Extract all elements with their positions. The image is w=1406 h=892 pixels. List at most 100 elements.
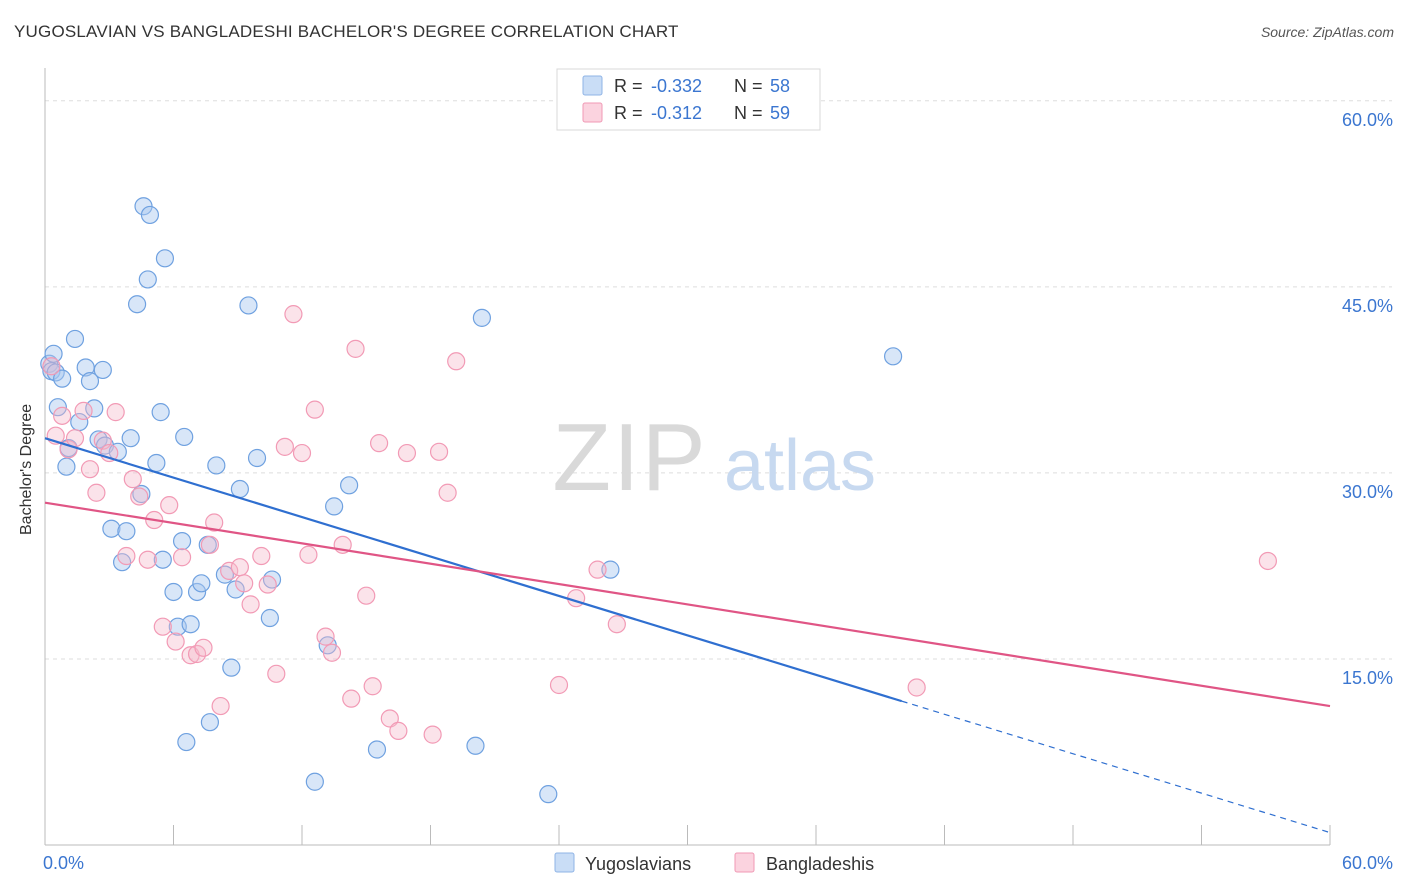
chart-title: YUGOSLAVIAN VS BANGLADESHI BACHELOR'S DE… [14,22,679,41]
data-point-bangladeshis [172,548,192,567]
data-point-yugoslavians [65,329,85,349]
legend-n-value: 58 [770,76,790,96]
data-point-yugoslavians [192,574,211,593]
data-point-bangladeshis [1258,551,1277,571]
data-point-yugoslavians [53,369,72,388]
data-point-bangladeshis [138,550,157,569]
data-point-bangladeshis [200,535,220,554]
bottom-legend-label-yugoslavians: Yugoslavians [585,854,691,874]
legend-n-value: 59 [770,103,790,123]
trend-lines [44,437,1331,834]
data-point-bangladeshis [370,434,389,453]
data-point-bangladeshis [153,617,172,636]
data-point-bangladeshis [447,352,466,371]
data-point-bangladeshis [230,558,249,577]
legend-r-value: -0.332 [651,76,702,96]
data-point-bangladeshis [363,677,382,696]
bottom-legend-swatch-yugoslavians [554,852,575,873]
data-point-bangladeshis [117,546,136,566]
data-point-yugoslavians [132,484,151,504]
watermark: ZIP atlas [552,404,876,511]
legend-n-label: N = [734,103,763,123]
data-point-yugoslavians [155,249,175,268]
bottom-legend-swatch-bangladeshis [734,852,755,873]
data-point-bangladeshis [346,339,365,358]
data-point-yugoslavians [187,582,207,602]
tick-labels: 15.0% 30.0% 45.0% 60.0% 0.0% 60.0% [43,110,1393,873]
axes [44,68,1331,846]
data-point-bangladeshis [907,678,926,697]
data-point-yugoslavians [147,453,166,473]
trend-extension-yugoslavians [901,700,1331,834]
data-point-yugoslavians [230,479,249,499]
data-point-yugoslavians [164,582,183,602]
legend-box: R = -0.332 N = 58 R = -0.312 N = 59 [556,68,821,131]
legend-r-label: R = [614,103,643,123]
data-point-bangladeshis [160,496,179,515]
data-point-bangladeshis [166,632,185,651]
data-point-bangladeshis [130,487,149,506]
data-point-yugoslavians [222,658,241,677]
data-point-bangladeshis [357,586,376,605]
x-tick-label: 0.0% [43,853,84,873]
legend-swatch-bangladeshis [582,102,603,123]
data-point-bangladeshis [42,357,61,376]
data-point-yugoslavians [102,519,121,538]
data-point-bangladeshis [322,643,342,662]
x-tick-label: 60.0% [1342,853,1393,873]
data-point-yugoslavians [93,360,112,380]
watermark-atlas: atlas [724,426,876,506]
data-point-yugoslavians [175,427,194,447]
legend-n-label: N = [734,76,763,96]
data-point-yugoslavians [181,615,200,634]
data-point-bangladeshis [106,403,125,422]
data-point-yugoslavians [48,398,67,417]
data-point-yugoslavians [57,457,76,476]
data-point-yugoslavians [305,772,324,791]
data-point-bangladeshis [211,696,230,716]
data-point-yugoslavians [247,448,267,468]
data-point-bangladeshis [423,725,442,744]
y-tick-label: 60.0% [1342,110,1393,130]
data-point-bangladeshis [299,545,318,564]
data-point-bangladeshis [397,443,417,463]
data-point-yugoslavians [472,308,491,327]
data-point-bangladeshis [588,560,607,579]
data-point-yugoslavians [239,296,258,315]
data-point-bangladeshis [74,401,93,420]
data-point-yugoslavians [172,532,192,551]
legend-swatch-yugoslavians [582,75,603,96]
data-point-bangladeshis [80,460,100,479]
data-point-bangladeshis [380,709,399,728]
data-point-bangladeshis [241,595,260,614]
data-point-bangladeshis [389,721,408,740]
data-point-yugoslavians [117,522,136,541]
source-label: Source: ZipAtlas.com [1260,24,1394,40]
bottom-legend-label-bangladeshis: Bangladeshis [766,854,874,874]
data-point-yugoslavians [601,560,620,579]
data-point-bangladeshis [258,575,277,594]
data-point-yugoslavians [340,476,359,495]
data-point-yugoslavians [883,347,903,366]
data-point-bangladeshis [123,470,142,489]
data-point-bangladeshis [205,513,224,532]
bottom-legend: Yugoslavians Bangladeshis [554,852,874,874]
data-point-bangladeshis [549,675,569,695]
data-point-yugoslavians [153,550,172,569]
legend-r-label: R = [614,76,643,96]
data-point-bangladeshis [87,483,106,502]
watermark-zip: ZIP [552,404,707,511]
data-point-yugoslavians [121,429,140,448]
data-point-yugoslavians [200,713,220,732]
data-point-bangladeshis [438,483,457,502]
data-point-yugoslavians [177,732,196,752]
data-point-bangladeshis [292,443,312,463]
data-point-yugoslavians [539,785,558,804]
y-tick-label: 30.0% [1342,482,1393,502]
legend-r-value: -0.312 [651,103,702,123]
data-point-bangladeshis [252,546,271,566]
data-point-bangladeshis [342,689,361,708]
data-point-yugoslavians [80,372,100,391]
data-point-bangladeshis [284,305,303,324]
